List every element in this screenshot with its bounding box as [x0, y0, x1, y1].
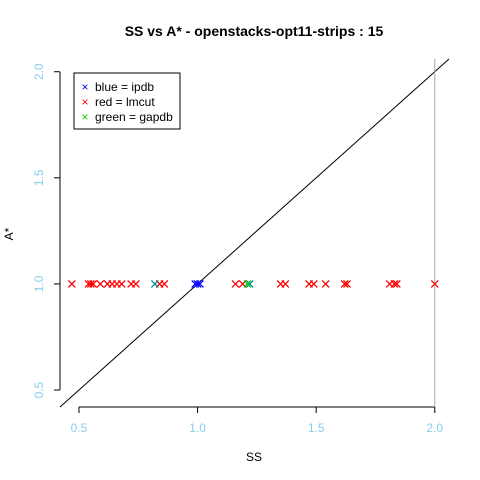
y-axis: 0.5 1.0 1.5 2.0 — [32, 63, 61, 398]
legend-label-gapdb: green = gapdb — [95, 110, 173, 124]
data-point — [243, 279, 252, 288]
data-point — [160, 279, 169, 288]
data-point — [340, 279, 349, 288]
legend: × blue = ipdb × red = lmcut × green = ga… — [73, 72, 181, 130]
data-point — [67, 279, 76, 288]
data-point — [281, 279, 290, 288]
legend-marker-ipdb: × — [81, 80, 88, 94]
y-tick-label: 0.5 — [32, 381, 46, 398]
legend-label-ipdb: blue = ipdb — [95, 80, 154, 94]
chart-title: SS vs A* - openstacks-opt11-strips : 15 — [125, 23, 384, 39]
x-tick-label: 0.5 — [71, 421, 88, 435]
data-point — [390, 279, 399, 288]
data-point — [96, 279, 105, 288]
x-tick-label: 2.0 — [426, 421, 443, 435]
reference-lines — [59, 58, 450, 408]
y-tick-label: 1.0 — [32, 275, 46, 292]
data-points — [67, 279, 439, 288]
data-point — [86, 279, 95, 288]
x-tick-label: 1.5 — [308, 421, 325, 435]
x-tick-label: 1.0 — [189, 421, 206, 435]
x-axis-label: SS — [246, 450, 262, 464]
data-point — [245, 279, 254, 288]
y-axis-label: A* — [2, 227, 16, 240]
data-point — [231, 279, 240, 288]
data-point — [89, 279, 98, 288]
legend-label-lmcut: red = lmcut — [95, 95, 155, 109]
identity-line — [59, 58, 450, 408]
y-tick-label: 1.5 — [32, 169, 46, 186]
data-point — [117, 279, 126, 288]
data-point — [193, 279, 202, 288]
data-point — [343, 279, 351, 288]
legend-marker-lmcut: × — [81, 95, 88, 109]
data-point — [150, 279, 159, 288]
data-point — [430, 279, 439, 288]
x-axis: 0.5 1.0 1.5 2.0 — [71, 406, 443, 435]
legend-box — [73, 72, 181, 130]
data-point — [195, 279, 204, 288]
data-point — [309, 279, 318, 288]
data-point — [321, 279, 330, 288]
data-point — [392, 279, 401, 288]
data-point — [131, 279, 140, 288]
y-tick-label: 2.0 — [32, 63, 46, 80]
legend-marker-gapdb: × — [81, 110, 88, 124]
